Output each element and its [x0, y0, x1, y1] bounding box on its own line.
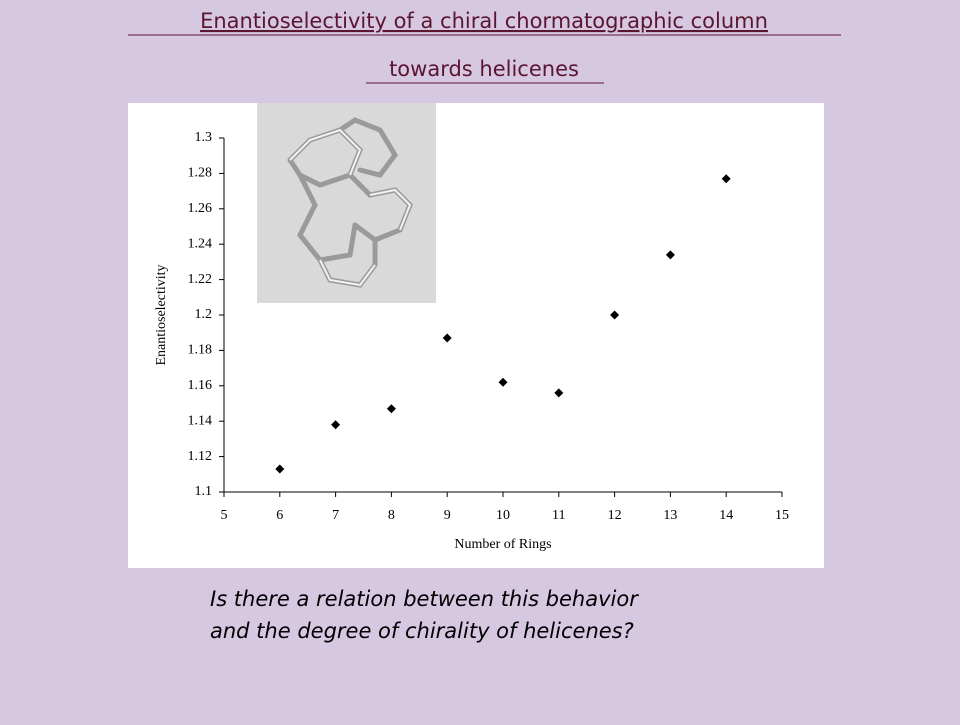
y-tick-label: 1.16: [188, 378, 213, 393]
y-tick-label: 1.12: [188, 449, 213, 464]
y-tick-label: 1.1: [195, 484, 213, 499]
slide-title: towards helicenes: [389, 57, 579, 81]
chart-panel: [128, 103, 824, 568]
x-axis-label: Number of Rings: [454, 537, 551, 552]
y-tick-label: 1.2: [195, 307, 213, 322]
data-point: [275, 464, 285, 474]
y-tick-label: 1.18: [188, 343, 213, 358]
y-tick-label: 1.28: [188, 166, 213, 181]
y-tick-label: 1.26: [188, 201, 213, 216]
slide-title: Enantioselectivity of a chiral chormatog…: [200, 9, 768, 33]
data-point: [386, 404, 396, 414]
y-tick-label: 1.14: [188, 413, 213, 428]
x-tick-label: 13: [663, 508, 677, 523]
y-tick-label: 1.22: [188, 272, 213, 287]
x-tick-label: 8: [388, 508, 395, 523]
question: and the degree of chirality of helicenes…: [210, 619, 634, 643]
y-tick-label: 1.3: [195, 130, 213, 145]
data-point: [331, 420, 341, 430]
y-axis-label: Enantioselectivity: [154, 264, 169, 365]
x-tick-label: 15: [775, 508, 789, 523]
x-tick-label: 10: [496, 508, 510, 523]
data-point: [721, 174, 731, 184]
data-point: [442, 333, 452, 343]
y-tick-label: 1.24: [188, 236, 213, 251]
x-tick-label: 6: [276, 508, 283, 523]
x-tick-label: 9: [444, 508, 451, 523]
x-tick-label: 12: [608, 508, 622, 523]
x-tick-label: 14: [719, 508, 733, 523]
x-tick-label: 7: [332, 508, 339, 523]
question: Is there a relation between this behavio…: [210, 587, 639, 611]
data-point: [498, 377, 508, 387]
x-tick-label: 5: [221, 508, 228, 523]
data-point: [554, 388, 564, 398]
molecule-image: [257, 103, 436, 303]
x-tick-label: 11: [552, 508, 565, 523]
plot: 1.1 1.12 1.14 1.16 1.18 1.2 1.22 1.24 1.26 1.28 1.…: [154, 130, 789, 552]
data-point: [610, 310, 620, 320]
data-point: [665, 250, 675, 260]
